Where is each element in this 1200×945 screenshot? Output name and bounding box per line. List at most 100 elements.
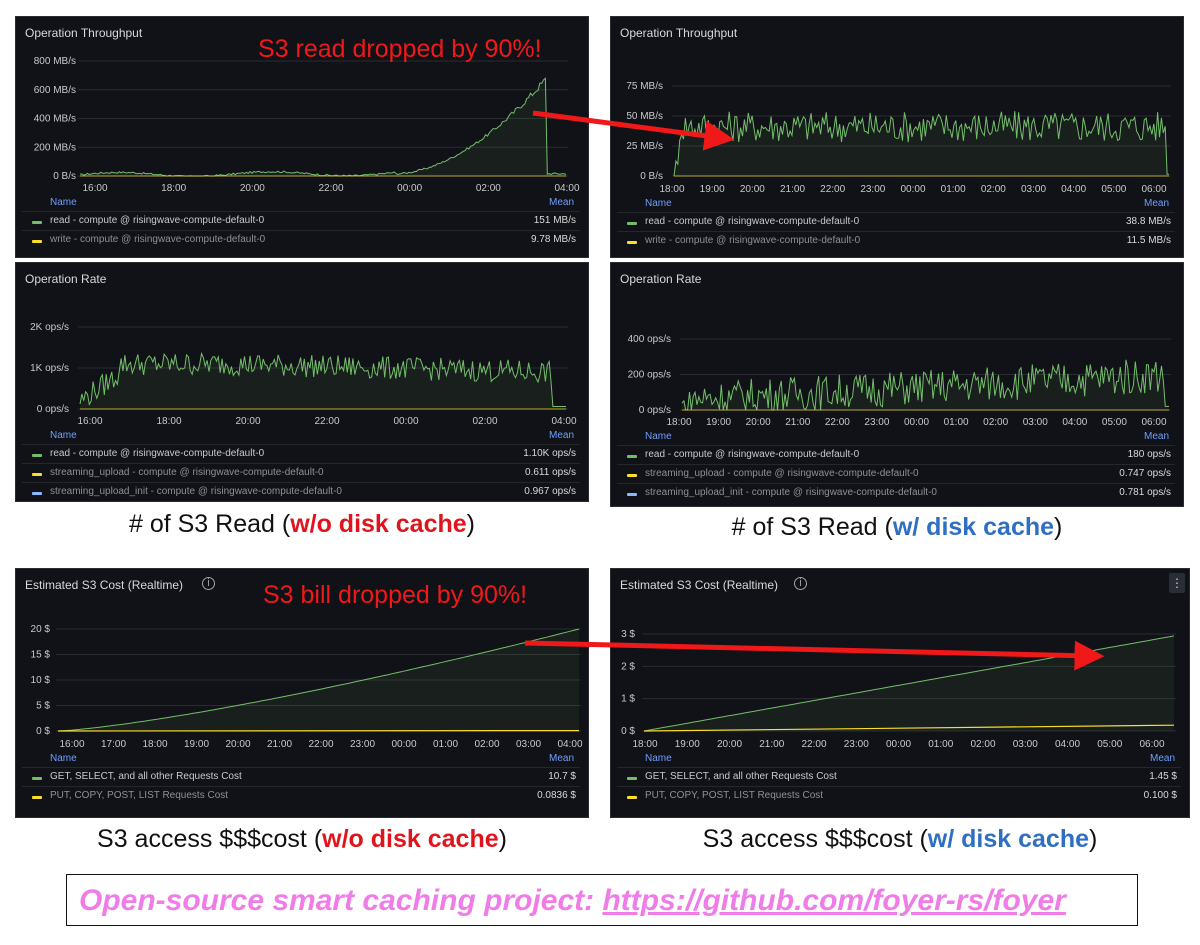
legend-row[interactable]: PUT, COPY, POST, LIST Requests Cost 0.083… (22, 786, 580, 806)
x-tick-label: 18:00 (632, 739, 657, 750)
y-tick-label: 800 MB/s (34, 56, 76, 67)
footer-text: Open-source smart caching project: https… (79, 884, 1066, 918)
legend-mean-header[interactable]: Mean (548, 753, 574, 764)
legend-row[interactable]: GET, SELECT, and all other Requests Cost… (22, 767, 580, 787)
legend-name-header[interactable]: Name (50, 430, 77, 441)
x-tick-label: 00:00 (393, 416, 418, 427)
info-icon[interactable]: i (794, 577, 807, 590)
x-tick-label: 00:00 (900, 184, 925, 195)
legend-mean-value: 1.10K ops/s (523, 448, 576, 459)
x-tick-label: 06:00 (1141, 417, 1166, 428)
x-tick-label: 06:00 (1141, 184, 1166, 195)
y-tick-label: 20 $ (31, 624, 51, 635)
x-tick-label: 18:00 (659, 184, 684, 195)
footer-box: Open-source smart caching project: https… (66, 874, 1138, 926)
legend-name-header[interactable]: Name (50, 753, 77, 764)
series-area (80, 353, 566, 409)
legend-name-header[interactable]: Name (50, 197, 77, 208)
legend-series-name: GET, SELECT, and all other Requests Cost (645, 771, 837, 782)
footer-label: Open-source smart caching project: (79, 884, 603, 917)
s3-cost-chart-no-cache: 20 $ 15 $ 10 $ 5 $ 0 $ 16:00 17:00 18:00 19:00 20… (31, 624, 583, 750)
legend-row[interactable]: read - compute @ risingwave-compute-defa… (617, 445, 1175, 465)
legend-row[interactable]: streaming_upload_init - compute @ rising… (617, 483, 1175, 503)
legend-mean-value: 38.8 MB/s (1125, 216, 1171, 227)
legend-row[interactable]: GET, SELECT, and all other Requests Cost… (617, 767, 1181, 787)
throughput-chart-with-cache: 75 MB/s 50 MB/s 25 MB/s 0 B/s 18:00 19:00 20:0… (626, 81, 1171, 195)
y-tick-label: 10 $ (31, 675, 51, 686)
legend-mean-header[interactable]: Mean (548, 430, 574, 441)
x-tick-label: 23:00 (350, 739, 375, 750)
legend-row[interactable]: streaming_upload - compute @ risingwave-… (22, 463, 580, 483)
x-tick-label: 20:00 (240, 183, 265, 194)
x-tick-label: 16:00 (82, 183, 107, 194)
x-tick-label: 04:00 (1055, 739, 1080, 750)
series-area (682, 359, 1169, 410)
panel-title: Estimated S3 Cost (Realtime) (620, 578, 779, 592)
x-tick-label: 22:00 (318, 183, 343, 194)
x-tick-label: 21:00 (267, 739, 292, 750)
s3-cost-panel-no-cache: Estimated S3 Cost (Realtime) i 20 $ 15 $ 1… (15, 568, 589, 818)
throughput-chart-no-cache: 800 MB/s 600 MB/s 400 MB/s 200 MB/s 0 B/s 16:… (34, 56, 580, 194)
y-tick-label: 0 B/s (640, 171, 663, 182)
caption-read-with-cache: # of S3 Read (w/ disk cache) (731, 513, 1063, 541)
legend-series-name: streaming_upload_init - compute @ rising… (645, 487, 937, 498)
legend-mean-header[interactable]: Mean (1149, 753, 1175, 764)
legend-row[interactable]: PUT, COPY, POST, LIST Requests Cost 0.100… (617, 786, 1181, 806)
legend-name-header[interactable]: Name (645, 198, 672, 209)
legend-row[interactable]: read - compute @ risingwave-compute-defa… (22, 211, 580, 231)
x-tick-label: 01:00 (944, 417, 969, 428)
x-tick-label: 00:00 (886, 739, 911, 750)
x-tick-label: 03:00 (1023, 417, 1048, 428)
legend-row[interactable]: read - compute @ risingwave-compute-defa… (22, 444, 580, 464)
legend-mean-header[interactable]: Mean (548, 197, 574, 208)
y-tick-label: 15 $ (31, 650, 51, 661)
series-line-read (79, 351, 566, 407)
read-drop-annotation: S3 read dropped by 90%! (258, 35, 542, 63)
legend-swatch (32, 240, 42, 243)
legend-series-name: read - compute @ risingwave-compute-defa… (645, 449, 860, 460)
legend-row[interactable]: write - compute @ risingwave-compute-def… (617, 231, 1175, 251)
y-tick-label: 1 $ (621, 694, 635, 705)
x-tick-label: 23:00 (864, 417, 889, 428)
series-line-read (673, 111, 1169, 177)
legend-mean-header[interactable]: Mean (1143, 198, 1169, 209)
x-tick-label: 01:00 (433, 739, 458, 750)
info-icon[interactable]: i (202, 577, 215, 590)
x-tick-label: 20:00 (746, 417, 771, 428)
operation-rate-panel-with-cache: Operation Rate 400 ops/s 200 ops/s 0 ops/s… (610, 262, 1184, 507)
s3-cost-panel-with-cache: Estimated S3 Cost (Realtime) i ⋮ 3 $ 2 $ 1… (610, 568, 1190, 818)
legend-row[interactable]: write - compute @ risingwave-compute-def… (22, 230, 580, 250)
legend-mean-value: 0.611 ops/s (525, 467, 576, 478)
x-tick-label: 04:00 (551, 416, 576, 427)
panel-title: Operation Rate (620, 272, 702, 286)
legend-row[interactable]: streaming_upload_init - compute @ rising… (22, 482, 580, 502)
legend-name-header[interactable]: Name (645, 753, 672, 764)
x-tick-label: 04:00 (1062, 417, 1087, 428)
x-tick-label: 04:00 (557, 739, 582, 750)
panel-title: Operation Throughput (25, 26, 143, 40)
series-area (58, 629, 579, 731)
y-tick-label: 75 MB/s (626, 81, 663, 92)
legend-series-name: GET, SELECT, and all other Requests Cost (50, 771, 242, 782)
x-tick-label: 22:00 (825, 417, 850, 428)
x-tick-label: 18:00 (156, 416, 181, 427)
x-tick-label: 04:00 (1061, 184, 1086, 195)
y-tick-label: 400 ops/s (628, 334, 671, 345)
x-tick-label: 22:00 (820, 184, 845, 195)
legend-mean-value: 11.5 MB/s (1126, 235, 1171, 246)
x-tick-label: 18:00 (666, 417, 691, 428)
legend-row[interactable]: read - compute @ risingwave-compute-defa… (617, 212, 1175, 232)
y-tick-label: 0 $ (621, 726, 635, 737)
x-tick-label: 16:00 (59, 739, 84, 750)
operation-rate-panel-no-cache: Operation Rate 2K ops/s 1K ops/s 0 ops/s 16… (15, 262, 589, 502)
legend-mean-header[interactable]: Mean (1143, 431, 1169, 442)
x-tick-label: 21:00 (759, 739, 784, 750)
legend-row[interactable]: streaming_upload - compute @ risingwave-… (617, 464, 1175, 484)
x-tick-label: 03:00 (1021, 184, 1046, 195)
more-vertical-icon[interactable]: ⋮ (1169, 573, 1185, 593)
legend-name-header[interactable]: Name (645, 431, 672, 442)
caption-cost-with-cache: S3 access $$$cost (w/ disk cache) (702, 825, 1098, 853)
s3-cost-chart-with-cache: 3 $ 2 $ 1 $ 0 $ 18:00 19:00 20:00 21:00 22:00 23:… (621, 629, 1176, 750)
legend-series-name: streaming_upload - compute @ risingwave-… (50, 467, 324, 478)
project-link[interactable]: https://github.com/foyer-rs/foyer (602, 884, 1066, 917)
